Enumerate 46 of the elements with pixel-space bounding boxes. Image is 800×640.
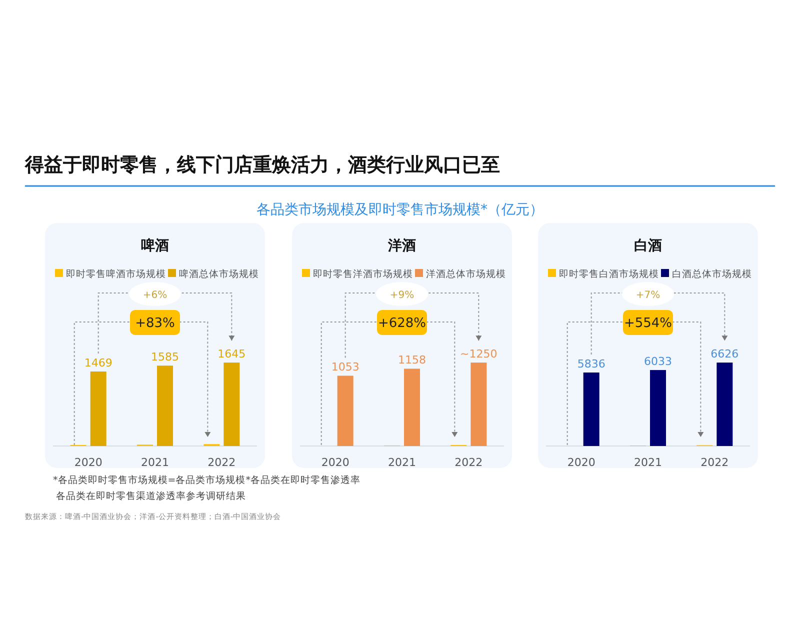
x-tick-label: 2022 <box>700 456 729 469</box>
text: *各品类即时零售市场规模=各品类市场规模*各品类在即时零售渗透率 <box>53 474 360 486</box>
text: +628% <box>378 316 426 331</box>
x-tick-label: 2021 <box>388 456 416 469</box>
chart-title: 洋酒 <box>387 238 416 254</box>
text: +83% <box>135 316 175 331</box>
legend-label: 白酒总体市场规模 <box>672 268 752 280</box>
text: +554% <box>624 316 672 331</box>
data-label: 1053 <box>331 360 360 374</box>
text: +9% <box>390 290 414 301</box>
legend-label: 即时零售白酒市场规模 <box>559 268 659 280</box>
text: 各品类在即时零售渠道渗透率参考调研结果 <box>56 490 246 502</box>
bar <box>224 362 240 446</box>
chart-title: 啤酒 <box>141 237 169 254</box>
x-tick-label: 2021 <box>141 456 169 469</box>
data-label: 1645 <box>218 348 246 361</box>
text: +7% <box>636 290 660 301</box>
text: 得益于即时零售，线下门店重焕活力，酒类行业风口已至 <box>24 154 500 176</box>
legend-label: 即时零售啤酒市场规模 <box>66 268 166 280</box>
x-tick-label: 2020 <box>74 456 102 469</box>
x-tick-label: 2022 <box>208 456 236 469</box>
legend-label: 啤酒总体市场规模 <box>179 268 259 280</box>
legend-label: 即时零售洋酒市场规模 <box>313 268 413 280</box>
bar <box>404 368 420 446</box>
data-label: 6626 <box>710 348 739 361</box>
chart-title: 白酒 <box>634 238 662 254</box>
bar <box>90 372 106 446</box>
bar <box>716 362 733 446</box>
data-label: 6033 <box>644 355 672 368</box>
x-tick-label: 2020 <box>321 456 350 469</box>
x-tick-label: 2020 <box>567 456 596 469</box>
text: +6% <box>142 290 168 301</box>
legend-label: 洋酒总体市场规模 <box>426 268 506 280</box>
data-label: 1585 <box>151 350 179 364</box>
data-label: 1158 <box>398 354 426 367</box>
data-label: 5836 <box>577 358 606 371</box>
bar <box>337 376 354 446</box>
data-label: 1469 <box>84 356 112 370</box>
bar <box>650 370 666 446</box>
data-label: ~1250 <box>460 348 498 361</box>
text: 各品类市场规模及即时零售市场规模*（亿元） <box>256 202 544 218</box>
bar <box>583 372 600 446</box>
bar <box>157 366 173 446</box>
bar <box>470 362 487 446</box>
x-tick-label: 2022 <box>454 456 483 469</box>
x-tick-label: 2021 <box>634 456 662 469</box>
